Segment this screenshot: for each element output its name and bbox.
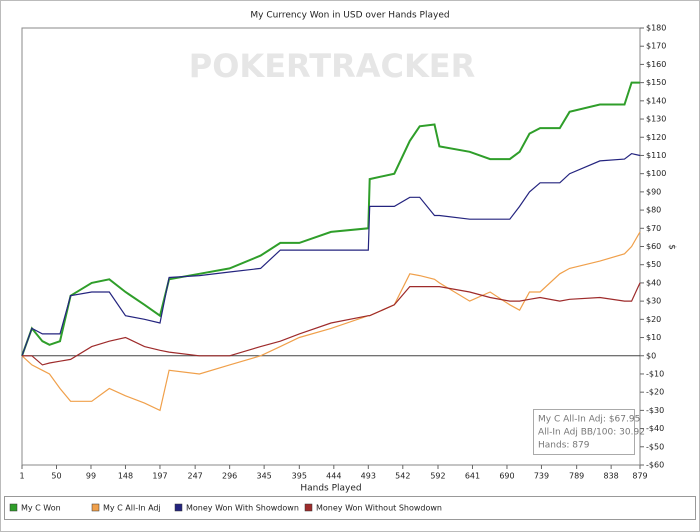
- x-tick-label: 592: [430, 472, 445, 481]
- legend-swatch: [174, 503, 183, 512]
- x-tick-label: 739: [534, 472, 549, 481]
- y-tick-label: $20: [646, 315, 661, 324]
- y-tick-label: $30: [646, 297, 661, 306]
- x-tick-label: 641: [465, 472, 480, 481]
- y-tick-label: $160: [646, 60, 666, 69]
- legend-label: Money Won Without Showdown: [316, 504, 442, 513]
- y-tick-label: $80: [646, 206, 661, 215]
- info-text: All-In Adj BB/100: 30.92: [538, 428, 645, 438]
- legend-label: My C All-In Adj: [103, 504, 161, 513]
- x-tick-label: 247: [188, 472, 203, 481]
- x-tick-label: 789: [569, 472, 584, 481]
- y-tick-label: $140: [646, 96, 666, 105]
- legend: [4, 496, 696, 520]
- y-tick-label: -$20: [646, 388, 664, 397]
- y-tick-label: -$60: [646, 461, 664, 470]
- x-tick-label: 542: [395, 472, 410, 481]
- info-box: [533, 409, 635, 455]
- y-tick-label: $40: [646, 278, 661, 287]
- x-tick-label: 345: [256, 472, 271, 481]
- info-text: Hands: 879: [538, 441, 590, 451]
- legend-swatch: [9, 503, 18, 512]
- series-line: [21, 152, 641, 357]
- x-tick-label: 296: [222, 472, 237, 481]
- x-tick-label: 197: [152, 472, 167, 481]
- chart-title: My Currency Won in USD over Hands Played: [250, 11, 449, 21]
- x-tick-label: 99: [86, 472, 96, 481]
- legend-swatch: [304, 503, 313, 512]
- y-tick-label: $0: [646, 351, 656, 360]
- x-tick-label: 1: [19, 472, 24, 481]
- y-tick-label: $110: [646, 151, 666, 160]
- x-tick-label: 148: [118, 472, 133, 481]
- y-tick-label: $60: [646, 242, 661, 251]
- y-tick-label: $70: [646, 224, 661, 233]
- x-tick-label: 838: [604, 472, 619, 481]
- y-tick-label: -$30: [646, 406, 664, 415]
- info-text: My C All-In Adj: $67.95: [538, 415, 640, 425]
- legend-label: My C Won: [21, 504, 61, 513]
- y-tick-label: -$50: [646, 442, 664, 451]
- x-tick-label: 690: [499, 472, 514, 481]
- legend-swatch: [91, 503, 100, 512]
- y-tick-label: $150: [646, 78, 666, 87]
- series-line: [21, 81, 640, 357]
- series-line: [22, 282, 641, 366]
- y-tick-label: $100: [646, 169, 666, 178]
- y-tick-label: -$40: [646, 424, 664, 433]
- x-tick-label: 395: [292, 472, 307, 481]
- y-tick-label: $90: [646, 187, 661, 196]
- y-tick-label: -$10: [646, 369, 664, 378]
- x-tick-label: 444: [326, 472, 341, 481]
- y-tick-label: $10: [646, 333, 661, 342]
- y-tick-label: $50: [646, 260, 661, 269]
- y-tick-label: $180: [646, 24, 666, 33]
- x-tick-label: 879: [632, 472, 647, 481]
- x-axis-label: Hands Played: [300, 484, 361, 494]
- y-tick-label: $170: [646, 42, 666, 51]
- y-axis-label: $: [667, 244, 677, 250]
- legend-label: Money Won With Showdown: [186, 504, 299, 513]
- watermark: POKERTRACKER: [189, 47, 476, 85]
- y-tick-label: $130: [646, 115, 666, 124]
- x-tick-label: 50: [51, 472, 61, 481]
- y-tick-label: $120: [646, 133, 666, 142]
- x-tick-label: 493: [361, 472, 376, 481]
